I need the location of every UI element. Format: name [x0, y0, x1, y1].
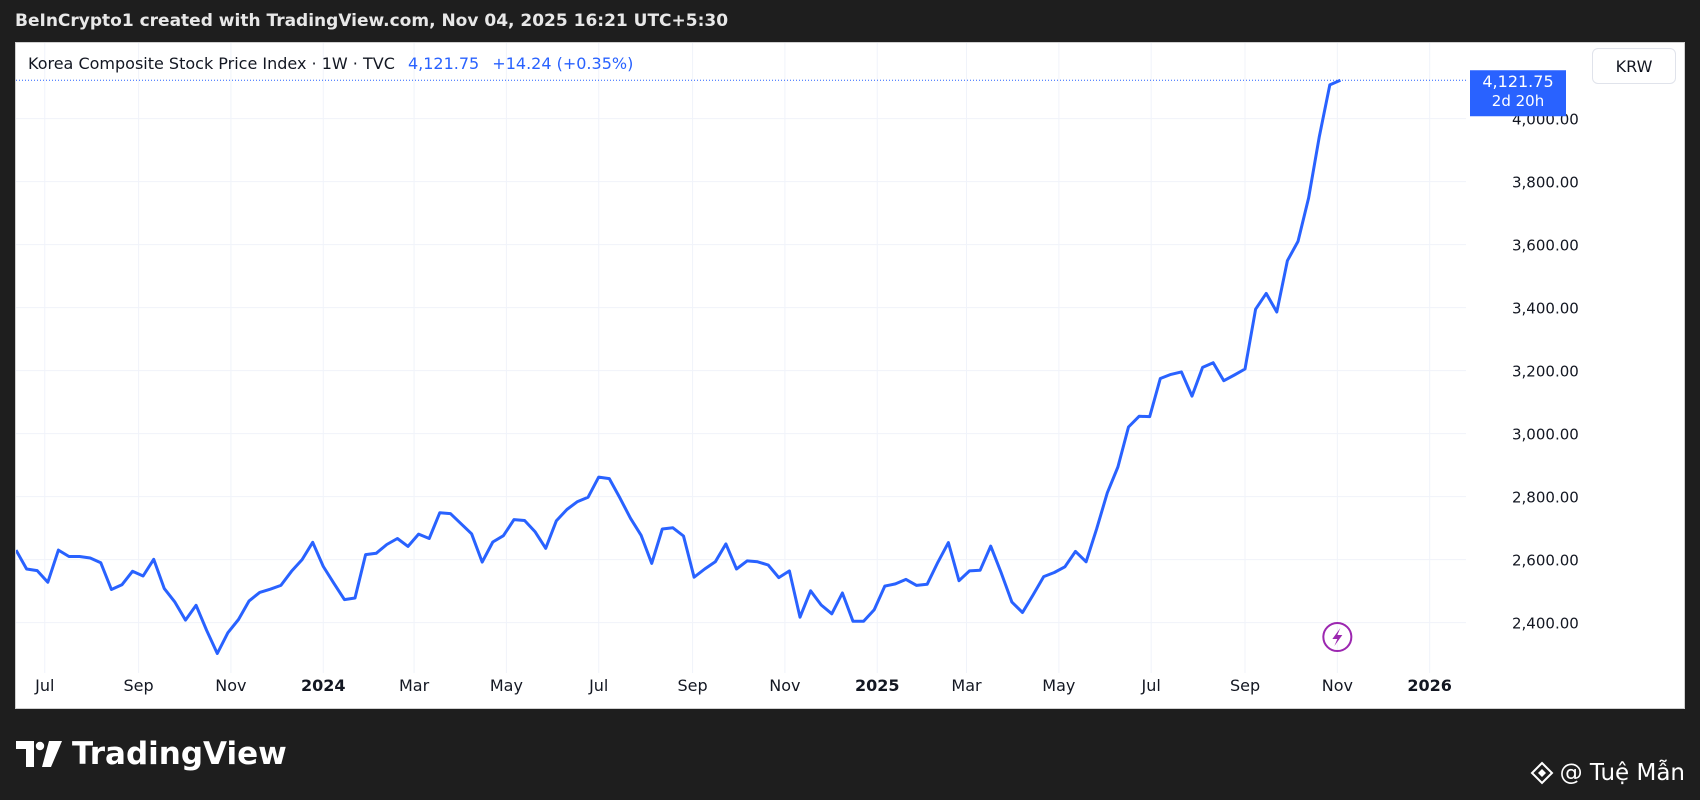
x-tick-label: May [1042, 676, 1075, 695]
series-layer [16, 78, 1342, 655]
price-tag-box [1470, 70, 1566, 117]
lightning-icon-bolt [1332, 628, 1343, 646]
x-tick-label: Mar [951, 676, 982, 695]
price-axis: 2,400.00 2,600.00 2,800.00 3,000.00 3,200.00… [1512, 111, 1579, 633]
x-tick-label: Jul [1141, 676, 1161, 695]
x-tick-label: Mar [399, 676, 430, 695]
x-tick-label: Jul [34, 676, 54, 695]
series-line [16, 78, 1342, 655]
tradingview-logo-icon [16, 741, 62, 767]
y-tick-label: 3,200.00 [1512, 363, 1579, 381]
lightning-icon-ring [1322, 622, 1353, 652]
watermark-text: @ Tuệ Mẫn [1559, 760, 1685, 786]
x-tick-label: 2024 [301, 676, 346, 695]
y-tick-label: 3,800.00 [1512, 174, 1579, 192]
x-tick-label: Sep [677, 676, 707, 695]
price-tag-value: 4,121.75 [1482, 72, 1553, 91]
y-tick-label: 2,400.00 [1512, 615, 1579, 633]
x-tick-label: Nov [1322, 676, 1353, 695]
author-watermark: @ Tuệ Mẫn [1530, 760, 1685, 786]
symbol-legend[interactable]: Korea Composite Stock Price Index · 1W ·… [28, 54, 633, 73]
symbol-title: Korea Composite Stock Price Index · 1W ·… [28, 54, 395, 73]
chart-canvas[interactable]: 2,400.00 2,600.00 2,800.00 3,000.00 3,200.00… [16, 43, 1684, 708]
x-tick-label: Nov [215, 676, 246, 695]
x-tick-label: Nov [769, 676, 800, 695]
tradingview-brand-text: TradingView [72, 736, 287, 772]
time-axis: Jul Sep Nov 2024 Mar May Jul Sep Nov 2025 Mar May Ju… [34, 676, 1452, 695]
tradingview-logo: TradingView [16, 736, 287, 772]
binance-icon [1530, 761, 1553, 785]
y-tick-label: 3,600.00 [1512, 237, 1579, 255]
chart-caption: BeInCrypto1 created with TradingView.com… [15, 11, 729, 31]
y-tick-label: 3,000.00 [1512, 426, 1579, 444]
price-tag-countdown: 2d 20h [1492, 92, 1544, 110]
x-tick-label: May [490, 676, 523, 695]
grid [16, 43, 1466, 673]
chart-panel[interactable]: 2,400.00 2,600.00 2,800.00 3,000.00 3,200.00… [15, 42, 1685, 709]
x-tick-label: Jul [588, 676, 608, 695]
y-tick-label: 2,800.00 [1512, 489, 1579, 507]
last-price: 4,121.75 [407, 54, 480, 73]
price-change: +14.24 (+0.35%) [492, 54, 634, 73]
y-tick-label: 2,600.00 [1512, 552, 1579, 570]
lightning-icon [1322, 622, 1353, 652]
x-tick-label: Sep [1230, 676, 1260, 695]
x-tick-label: 2026 [1407, 676, 1452, 695]
x-tick-label: Sep [124, 676, 154, 695]
x-tick-label: 2025 [855, 676, 900, 695]
y-tick-label: 3,400.00 [1512, 300, 1579, 318]
currency-button[interactable]: KRW [1592, 48, 1676, 84]
